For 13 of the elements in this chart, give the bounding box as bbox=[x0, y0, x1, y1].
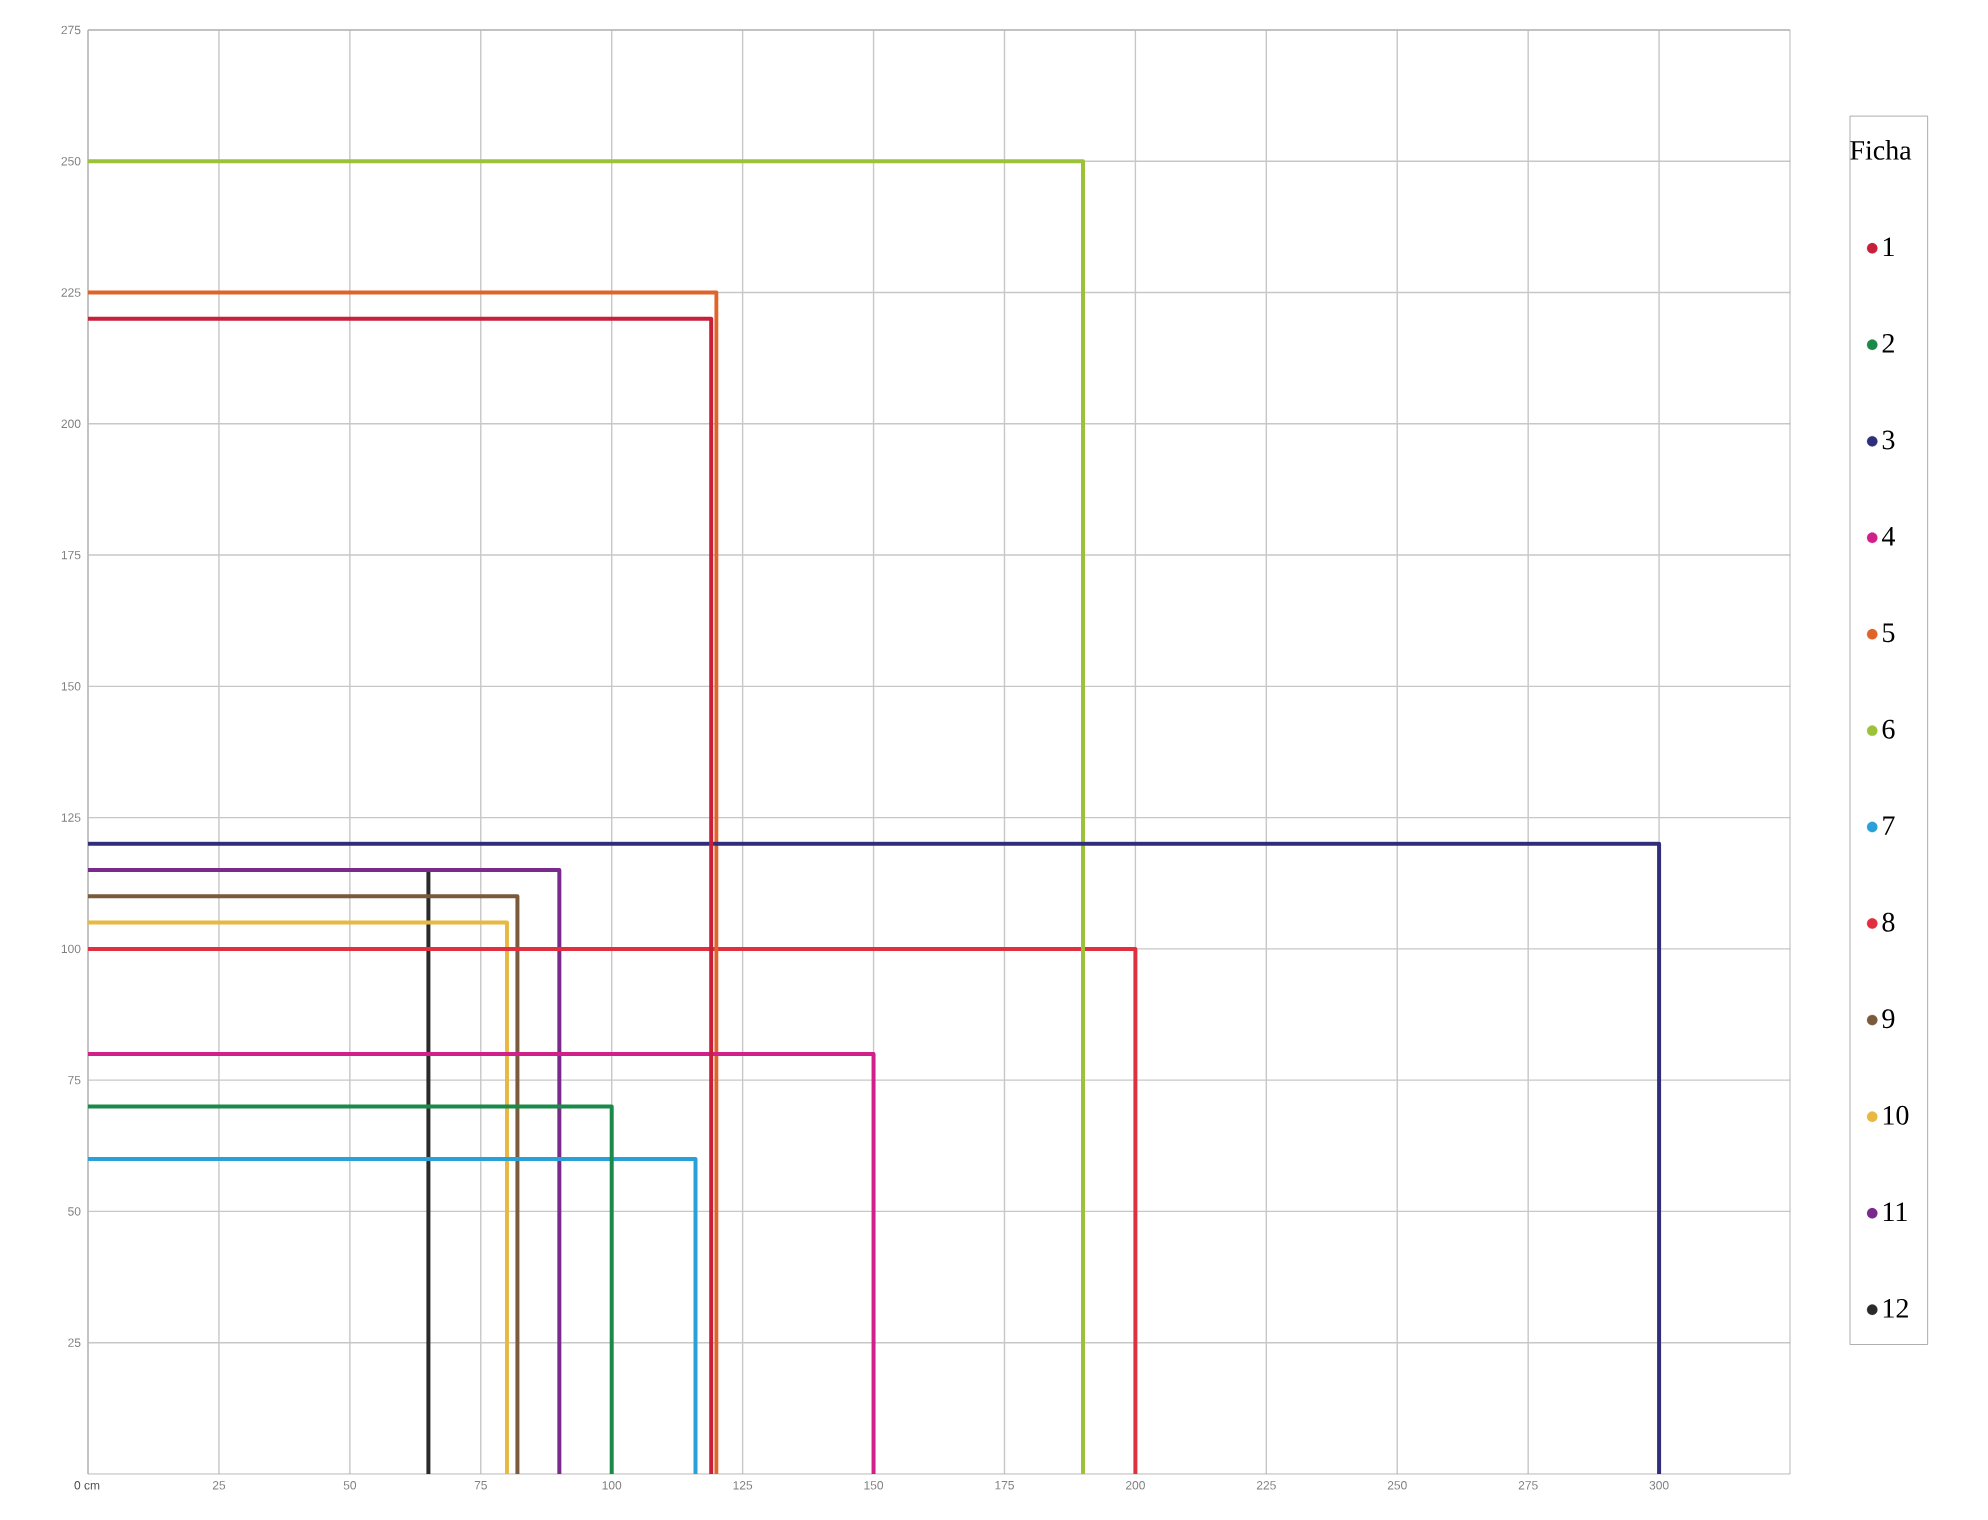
legend-label: 7 bbox=[1883, 816, 1895, 835]
legend-label: 1 bbox=[1883, 237, 1894, 257]
legend-label: 6 bbox=[1882, 719, 1895, 739]
legend-label: 8 bbox=[1882, 912, 1895, 932]
legend-label: 12 bbox=[1883, 1298, 1908, 1318]
legend-label: 5 bbox=[1883, 623, 1895, 643]
legend-label: 2 bbox=[1882, 334, 1894, 353]
legend-label: 3 bbox=[1882, 430, 1895, 450]
legend-label: 10 bbox=[1883, 1105, 1909, 1125]
legend-label: 11 bbox=[1883, 1202, 1907, 1221]
legend-label: 4 bbox=[1881, 527, 1896, 546]
legend-title: Ficha bbox=[1850, 140, 1912, 160]
legend-label: 9 bbox=[1882, 1009, 1895, 1029]
